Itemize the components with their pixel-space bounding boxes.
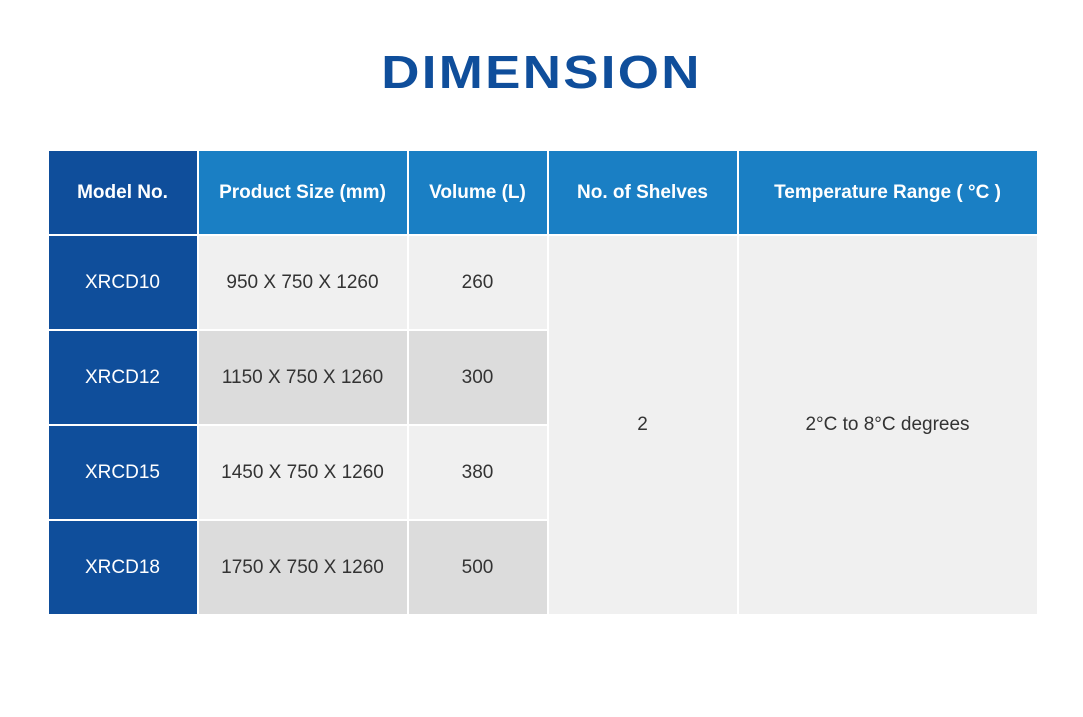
cell-size: 950 X 750 X 1260 [198, 235, 408, 330]
cell-model: XRCD10 [48, 235, 198, 330]
table-header-row: Model No. Product Size (mm) Volume (L) N… [48, 150, 1038, 235]
cell-temp-merged: 2°C to 8°C degrees [738, 235, 1038, 615]
cell-shelves-merged: 2 [548, 235, 738, 615]
table-row: XRCD10 950 X 750 X 1260 260 2 2°C to 8°C… [48, 235, 1038, 330]
col-header-temp: Temperature Range ( °C ) [738, 150, 1038, 235]
dimension-table: Model No. Product Size (mm) Volume (L) N… [47, 149, 1039, 616]
cell-size: 1150 X 750 X 1260 [198, 330, 408, 425]
col-header-shelves: No. of Shelves [548, 150, 738, 235]
page-title: DIMENSION [0, 45, 1083, 99]
cell-size: 1450 X 750 X 1260 [198, 425, 408, 520]
col-header-volume: Volume (L) [408, 150, 548, 235]
cell-model: XRCD18 [48, 520, 198, 615]
dimension-table-container: Model No. Product Size (mm) Volume (L) N… [47, 149, 1037, 616]
col-header-model: Model No. [48, 150, 198, 235]
cell-volume: 260 [408, 235, 548, 330]
cell-volume: 380 [408, 425, 548, 520]
col-header-size: Product Size (mm) [198, 150, 408, 235]
cell-volume: 300 [408, 330, 548, 425]
cell-model: XRCD15 [48, 425, 198, 520]
cell-size: 1750 X 750 X 1260 [198, 520, 408, 615]
cell-volume: 500 [408, 520, 548, 615]
cell-model: XRCD12 [48, 330, 198, 425]
